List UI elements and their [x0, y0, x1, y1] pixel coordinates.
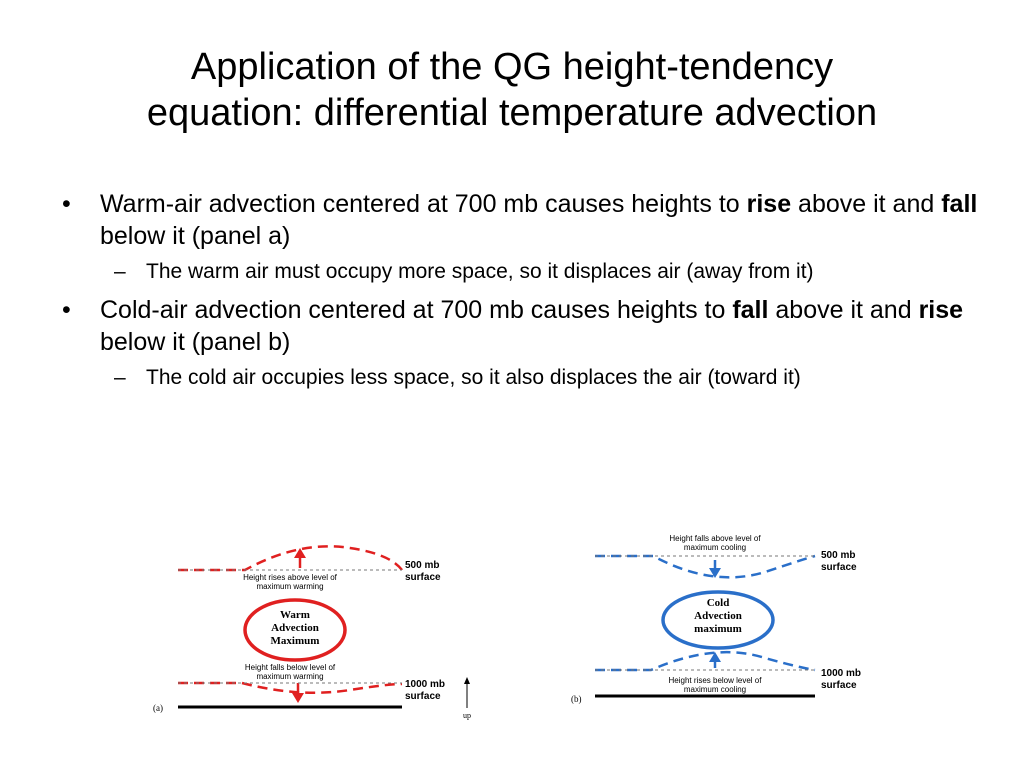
figure-b-cold-advection: Height falls above level of maximum cool… — [565, 530, 875, 730]
warm-label-3: Maximum — [271, 635, 320, 647]
cold-advection-ellipse — [661, 590, 775, 650]
up-arrow-head — [464, 677, 470, 684]
arrow-down-head-a — [292, 693, 304, 703]
bullet-list: Warm-air advection centered at 700 mb ca… — [56, 188, 986, 400]
bullet-cold-advection: Cold-air advection centered at 700 mb ca… — [56, 294, 986, 358]
bullet1-text-post: below it (panel a) — [100, 222, 291, 250]
label-height-rises-b-2: maximum cooling — [684, 685, 746, 694]
cold-label-1: Cold — [707, 597, 730, 609]
arrow-down-head-b — [709, 568, 721, 578]
label-height-rises-b-1: Height rises below level of — [669, 676, 763, 685]
sub-bullet-warm: The warm air must occupy more space, so … — [56, 258, 986, 286]
figure-a-svg: 500 mb surface Height rises above level … — [153, 545, 471, 720]
label-height-falls-a-1: Height falls below level of — [245, 663, 336, 672]
label-1000mb-surface-b: surface — [821, 680, 857, 691]
bullet1-bold-fall: fall — [941, 190, 978, 218]
label-1000mb-a: 1000 mb — [405, 679, 445, 690]
label-500mb-surface-a: surface — [405, 572, 441, 583]
label-height-falls-b-1: Height falls above level of — [669, 534, 761, 543]
cold-label-3: maximum — [694, 623, 742, 635]
bullet-warm-advection: Warm-air advection centered at 700 mb ca… — [56, 188, 986, 252]
label-1000mb-surface-a: surface — [405, 691, 441, 702]
surface-500mb-curve-a — [178, 545, 403, 572]
title-line-1: Application of the QG height-tendency — [190, 46, 834, 88]
bullet1-text-mid: above it and — [791, 190, 942, 218]
label-height-falls-a-2: maximum warming — [256, 672, 323, 681]
bullet2-text-post: below it (panel b) — [100, 328, 291, 356]
panel-label-a: (a) — [153, 703, 163, 713]
sub-bullet-cold: The cold air occupies less space, so it … — [56, 364, 986, 392]
label-500mb-a: 500 mb — [405, 560, 439, 571]
label-500mb-b: 500 mb — [821, 550, 855, 561]
bullet2-text-pre: Cold-air advection centered at 700 mb ca… — [100, 296, 733, 324]
warm-label-1: Warm — [280, 609, 310, 621]
cold-label-2: Advection — [694, 610, 742, 622]
bullet2-bold-rise: rise — [918, 296, 964, 324]
arrow-up-head-b — [709, 652, 721, 662]
bullet2-bold-fall: fall — [732, 296, 769, 324]
warm-label-2: Advection — [271, 622, 319, 634]
surface-500mb-curve-b — [595, 554, 816, 579]
label-height-rises-a-1: Height rises above level of — [243, 573, 338, 582]
label-height-falls-b-2: maximum cooling — [684, 543, 746, 552]
figure-b-svg: Height falls above level of maximum cool… — [571, 534, 861, 704]
bullet1-bold-rise: rise — [746, 190, 792, 218]
panel-label-b: (b) — [571, 694, 582, 704]
label-500mb-surface-b: surface — [821, 562, 857, 573]
up-label: up — [463, 711, 471, 720]
slide-title: Application of the QG height-tendency eq… — [60, 44, 964, 136]
bullet1-text-pre: Warm-air advection centered at 700 mb ca… — [100, 190, 747, 218]
surface-1000mb-curve-b — [595, 650, 816, 672]
bullet2-text-mid: above it and — [768, 296, 919, 324]
label-1000mb-b: 1000 mb — [821, 668, 861, 679]
figure-a-warm-advection: 500 mb surface Height rises above level … — [150, 530, 490, 730]
surface-1000mb-curve-a — [178, 681, 403, 695]
arrow-up-head-a — [294, 548, 306, 558]
label-height-rises-a-2: maximum warming — [256, 582, 323, 591]
title-line-2: equation: differential temperature advec… — [146, 92, 878, 134]
warm-advection-ellipse — [243, 598, 347, 662]
